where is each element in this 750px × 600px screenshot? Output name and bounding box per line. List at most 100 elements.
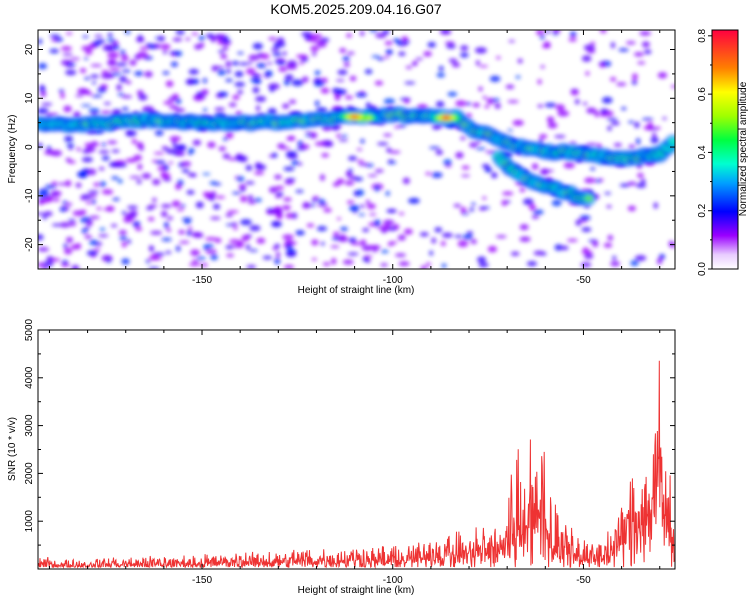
noise-blob bbox=[575, 219, 582, 226]
noise-blob bbox=[387, 161, 397, 164]
noise-blob bbox=[194, 43, 202, 50]
noise-blob bbox=[340, 226, 348, 232]
noise-blob bbox=[125, 80, 132, 85]
noise-blob bbox=[544, 102, 557, 108]
noise-blob bbox=[191, 32, 199, 36]
noise-blob bbox=[288, 99, 297, 104]
noise-blob bbox=[369, 213, 377, 216]
noise-blob bbox=[177, 150, 182, 156]
noise-blob bbox=[385, 191, 390, 196]
noise-blob bbox=[188, 263, 201, 267]
noise-blob bbox=[342, 55, 350, 62]
noise-blob bbox=[65, 69, 77, 76]
noise-blob bbox=[255, 95, 267, 103]
noise-blob bbox=[375, 32, 387, 39]
noise-blob bbox=[435, 100, 445, 108]
noise-blob bbox=[249, 249, 258, 252]
noise-blob bbox=[469, 142, 478, 148]
noise-blob bbox=[115, 62, 128, 67]
noise-blob bbox=[408, 197, 420, 204]
snr-y-axis-title: SNR (10 * v/v) bbox=[7, 417, 18, 481]
noise-blob bbox=[364, 69, 373, 75]
noise-blob bbox=[278, 66, 288, 72]
noise-blob bbox=[73, 111, 81, 118]
noise-blob bbox=[574, 98, 580, 105]
noise-blob bbox=[420, 265, 428, 269]
noise-blob bbox=[53, 197, 60, 202]
noise-blob bbox=[546, 116, 555, 123]
noise-blob bbox=[274, 174, 282, 180]
noise-blob bbox=[119, 235, 128, 241]
noise-blob bbox=[296, 147, 306, 151]
noise-blob bbox=[85, 92, 93, 96]
snr-frame bbox=[37, 329, 676, 570]
spectrogram-signal bbox=[38, 106, 675, 206]
noise-blob bbox=[387, 226, 397, 231]
noise-blob bbox=[466, 113, 473, 118]
noise-blob bbox=[245, 67, 256, 75]
noise-blob bbox=[148, 266, 160, 269]
noise-blob bbox=[475, 140, 481, 144]
ridge-blob bbox=[584, 195, 593, 202]
noise-blob bbox=[90, 74, 99, 79]
noise-blob bbox=[481, 163, 490, 169]
noise-blob bbox=[107, 38, 116, 43]
noise-blob bbox=[121, 241, 127, 248]
noise-blob bbox=[283, 166, 295, 171]
noise-blob bbox=[38, 247, 50, 252]
noise-blob bbox=[192, 232, 204, 238]
noise-blob bbox=[441, 232, 453, 238]
noise-blob bbox=[268, 186, 278, 194]
noise-blob bbox=[85, 201, 92, 205]
noise-blob bbox=[618, 48, 629, 52]
noise-blob bbox=[43, 260, 54, 267]
noise-blob bbox=[80, 104, 92, 107]
noise-blob bbox=[286, 178, 296, 181]
noise-blob bbox=[557, 110, 570, 117]
noise-blob bbox=[126, 239, 132, 244]
noise-blob bbox=[443, 159, 452, 166]
noise-blob bbox=[75, 182, 82, 188]
noise-blob bbox=[134, 55, 139, 58]
noise-blob bbox=[335, 134, 341, 138]
noise-blob bbox=[202, 191, 212, 197]
noise-blob bbox=[394, 126, 400, 129]
noise-blob bbox=[311, 239, 319, 246]
noise-blob bbox=[539, 34, 545, 40]
noise-blob bbox=[49, 48, 60, 54]
noise-blob bbox=[374, 185, 380, 192]
noise-blob bbox=[217, 69, 226, 76]
noise-blob bbox=[201, 91, 207, 95]
noise-blob bbox=[163, 100, 174, 105]
noise-blob bbox=[115, 160, 126, 164]
noise-blob bbox=[627, 205, 636, 212]
noise-blob bbox=[202, 77, 207, 84]
x-tick-label: -50 bbox=[576, 575, 591, 586]
noise-blob bbox=[501, 199, 508, 206]
noise-blob bbox=[668, 240, 673, 247]
noise-blob bbox=[398, 51, 406, 56]
noise-blob bbox=[363, 255, 373, 259]
noise-blob bbox=[459, 52, 469, 58]
noise-blob bbox=[425, 171, 431, 176]
noise-blob bbox=[180, 204, 186, 208]
noise-blob bbox=[247, 195, 254, 200]
noise-blob bbox=[100, 110, 112, 114]
noise-blob bbox=[134, 70, 144, 77]
noise-blob bbox=[337, 69, 348, 75]
noise-blob bbox=[272, 52, 282, 57]
noise-blob bbox=[301, 76, 309, 83]
noise-blob bbox=[136, 89, 144, 96]
noise-blob bbox=[215, 195, 226, 199]
noise-blob bbox=[272, 152, 278, 158]
noise-blob bbox=[382, 30, 390, 35]
noise-blob bbox=[373, 247, 378, 253]
noise-blob bbox=[528, 204, 536, 211]
noise-blob bbox=[305, 131, 312, 134]
noise-blob bbox=[610, 121, 620, 126]
noise-blob bbox=[160, 173, 171, 179]
noise-blob bbox=[188, 226, 193, 231]
noise-blob bbox=[600, 108, 609, 114]
colorbar-tick-label: 0.2 bbox=[697, 203, 708, 217]
noise-blob bbox=[247, 61, 253, 65]
